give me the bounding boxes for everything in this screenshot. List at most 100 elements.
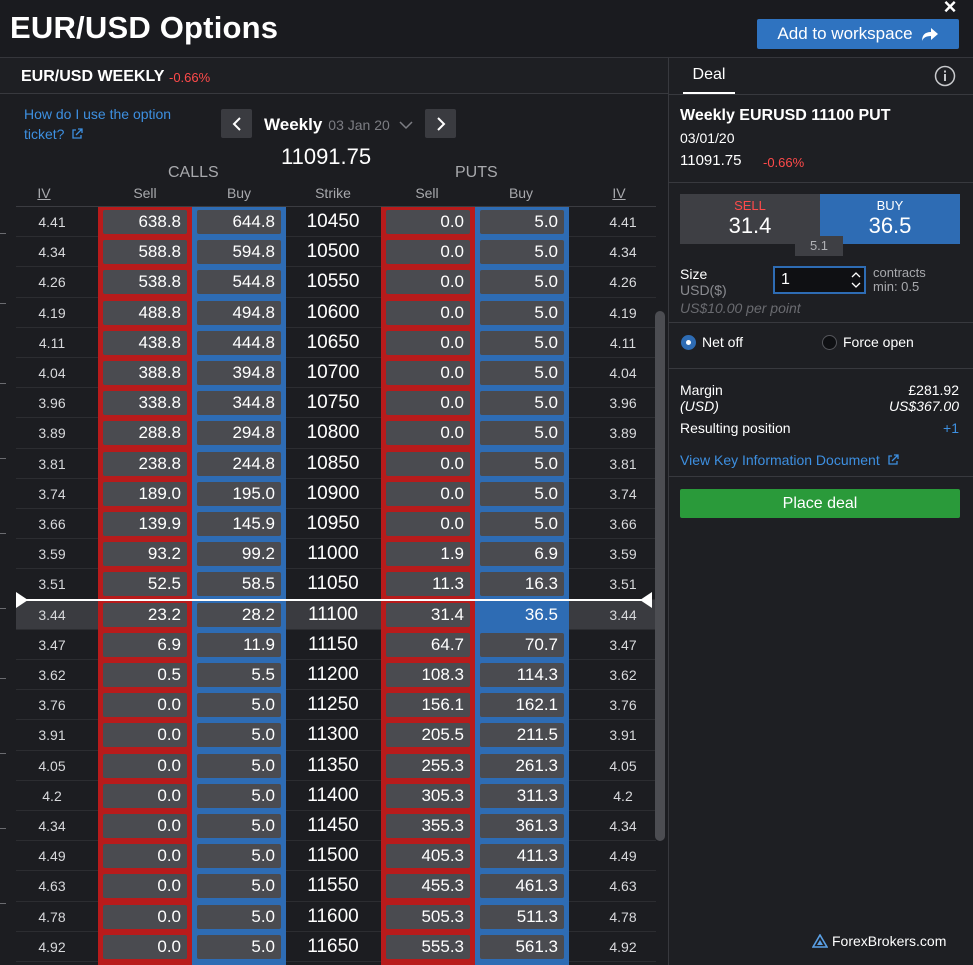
call-buy-price[interactable]: 99.2 [192, 539, 286, 570]
put-sell-price[interactable]: 255.3 [381, 750, 475, 782]
call-sell-price[interactable]: 288.8 [98, 418, 192, 449]
expiry-selector[interactable]: Weekly 03 Jan 20 [264, 115, 413, 135]
call-buy-price[interactable] [192, 962, 286, 965]
put-sell-price[interactable]: 0.0 [381, 418, 475, 449]
call-buy-price[interactable]: 5.0 [192, 690, 286, 721]
put-buy-price[interactable]: 5.0 [475, 478, 569, 510]
put-buy-price[interactable]: 162.1 [475, 690, 569, 721]
put-buy-price[interactable]: 5.0 [475, 388, 569, 419]
put-sell-price[interactable]: 64.7 [381, 629, 475, 661]
call-buy-price[interactable]: 5.0 [192, 811, 286, 842]
put-sell-price[interactable]: 0.0 [381, 267, 475, 298]
call-buy-price[interactable]: 28.2 [192, 599, 286, 631]
put-sell-price[interactable]: 0.0 [381, 388, 475, 419]
iv-left-header[interactable]: IV [37, 185, 51, 201]
previous-expiry-button[interactable] [221, 109, 252, 138]
put-sell-price[interactable]: 555.3 [381, 931, 475, 963]
put-sell-price[interactable]: 108.3 [381, 660, 475, 691]
tab-deal[interactable]: Deal [683, 58, 735, 94]
put-sell-price[interactable] [381, 962, 475, 965]
call-buy-price[interactable]: 544.8 [192, 267, 286, 298]
place-deal-button[interactable]: Place deal [680, 489, 960, 518]
call-sell-price[interactable]: 338.8 [98, 388, 192, 419]
put-buy-price[interactable]: 561.3 [475, 931, 569, 963]
put-sell-price[interactable]: 405.3 [381, 841, 475, 872]
call-buy-price[interactable]: 58.5 [192, 569, 286, 600]
info-icon[interactable] [934, 65, 956, 87]
call-sell-price[interactable]: 52.5 [98, 569, 192, 600]
stepper-icon[interactable] [851, 270, 861, 290]
call-buy-price[interactable]: 5.0 [192, 720, 286, 751]
call-buy-price[interactable]: 5.0 [192, 871, 286, 902]
call-buy-price[interactable]: 644.8 [192, 207, 286, 238]
put-buy-price[interactable]: 16.3 [475, 569, 569, 600]
call-buy-price[interactable]: 344.8 [192, 388, 286, 419]
sell-button[interactable]: SELL 31.4 [680, 194, 820, 244]
kid-link[interactable]: View Key Information Document [680, 452, 899, 468]
put-sell-price[interactable]: 0.0 [381, 327, 475, 359]
iv-right-header[interactable]: IV [612, 185, 626, 201]
put-sell-price[interactable]: 0.0 [381, 448, 475, 480]
put-buy-price[interactable]: 5.0 [475, 297, 569, 329]
call-sell-price[interactable]: 0.0 [98, 750, 192, 782]
put-buy-price[interactable]: 5.0 [475, 207, 569, 238]
call-buy-price[interactable]: 195.0 [192, 478, 286, 510]
call-sell-price[interactable]: 0.0 [98, 901, 192, 933]
put-buy-price[interactable]: 5.0 [475, 418, 569, 449]
put-buy-price[interactable]: 5.0 [475, 358, 569, 389]
call-sell-price[interactable]: 588.8 [98, 237, 192, 268]
put-sell-price[interactable]: 0.0 [381, 237, 475, 268]
put-sell-price[interactable]: 0.0 [381, 358, 475, 389]
buy-button[interactable]: BUY 36.5 [820, 194, 960, 244]
net-off-option[interactable]: Net off [681, 334, 743, 350]
put-buy-price[interactable]: 411.3 [475, 841, 569, 872]
put-sell-price[interactable]: 0.0 [381, 478, 475, 510]
call-buy-price[interactable]: 5.0 [192, 750, 286, 782]
call-sell-price[interactable]: 0.0 [98, 841, 192, 872]
call-buy-price[interactable]: 394.8 [192, 358, 286, 389]
call-sell-price[interactable]: 0.0 [98, 780, 192, 812]
call-sell-price[interactable]: 189.0 [98, 478, 192, 510]
call-buy-price[interactable]: 294.8 [192, 418, 286, 449]
call-buy-price[interactable]: 5.0 [192, 780, 286, 812]
put-buy-price[interactable]: 5.0 [475, 509, 569, 540]
put-sell-price[interactable]: 156.1 [381, 690, 475, 721]
put-buy-price[interactable]: 5.0 [475, 448, 569, 480]
call-buy-price[interactable]: 5.0 [192, 901, 286, 933]
put-buy-price[interactable]: 211.5 [475, 720, 569, 751]
call-sell-price[interactable]: 139.9 [98, 509, 192, 540]
size-input[interactable]: 1 [773, 266, 866, 294]
call-buy-price[interactable]: 244.8 [192, 448, 286, 480]
call-sell-price[interactable]: 6.9 [98, 629, 192, 661]
put-buy-price[interactable]: 511.3 [475, 901, 569, 933]
call-buy-price[interactable]: 494.8 [192, 297, 286, 329]
put-sell-price[interactable]: 1.9 [381, 539, 475, 570]
call-sell-price[interactable]: 0.0 [98, 931, 192, 963]
put-buy-price[interactable]: 361.3 [475, 811, 569, 842]
put-sell-price[interactable]: 355.3 [381, 811, 475, 842]
put-buy-price[interactable]: 114.3 [475, 660, 569, 691]
call-sell-price[interactable]: 438.8 [98, 327, 192, 359]
call-sell-price[interactable]: 0.5 [98, 660, 192, 691]
put-buy-price[interactable] [475, 962, 569, 965]
put-buy-price[interactable]: 5.0 [475, 237, 569, 268]
put-sell-price[interactable]: 0.0 [381, 207, 475, 238]
call-sell-price[interactable]: 488.8 [98, 297, 192, 329]
call-sell-price[interactable]: 0.0 [98, 690, 192, 721]
add-to-workspace-button[interactable]: Add to workspace [757, 19, 959, 49]
chain-scrollbar[interactable] [655, 311, 665, 841]
force-open-option[interactable]: Force open [822, 334, 914, 350]
call-sell-price[interactable]: 23.2 [98, 599, 192, 631]
put-buy-price[interactable]: 36.5 [475, 599, 569, 631]
call-sell-price[interactable]: 0.0 [98, 811, 192, 842]
put-buy-price[interactable]: 311.3 [475, 780, 569, 812]
put-buy-price[interactable]: 70.7 [475, 629, 569, 661]
put-sell-price[interactable]: 0.0 [381, 509, 475, 540]
call-sell-price[interactable]: 0.0 [98, 871, 192, 902]
help-link[interactable]: How do I use the option ticket? [24, 104, 174, 144]
put-buy-price[interactable]: 6.9 [475, 539, 569, 570]
call-buy-price[interactable]: 444.8 [192, 327, 286, 359]
put-sell-price[interactable]: 305.3 [381, 780, 475, 812]
put-sell-price[interactable]: 31.4 [381, 599, 475, 631]
call-sell-price[interactable]: 93.2 [98, 539, 192, 570]
